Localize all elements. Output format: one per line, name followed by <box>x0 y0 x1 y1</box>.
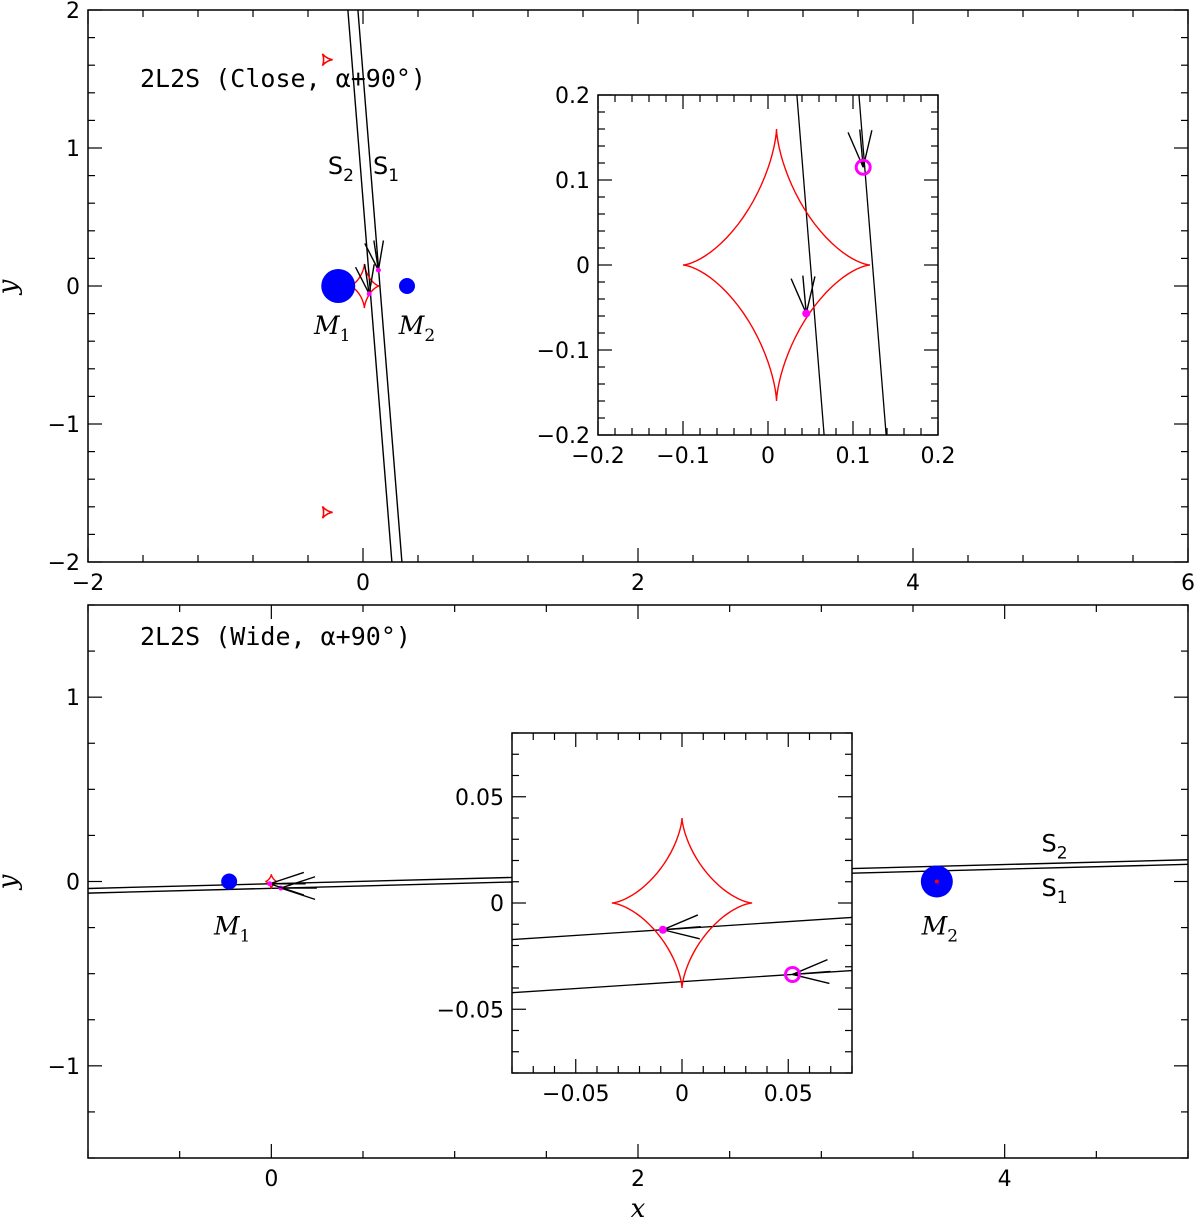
close-main-labels: M1 M2 S1 S2 <box>313 152 435 346</box>
close-inset-y-tick-label: −0.1 <box>537 339 590 364</box>
wide-main-y-tick-label: −1 <box>48 1055 80 1080</box>
close-trajectory-arrow <box>354 266 370 295</box>
close-main-x-tick-label: −2 <box>72 571 104 596</box>
close-main-x-tick-label: 2 <box>631 571 645 596</box>
wide-inset-plot-data <box>512 817 852 994</box>
close-lens-mass <box>399 278 415 294</box>
wide-trajectory-arrow <box>280 876 316 889</box>
wide-lens-label: M2 <box>921 912 958 947</box>
close-source-point <box>366 291 372 297</box>
close-inset-y-tick-label: −0.2 <box>537 424 590 449</box>
wide-y-axis-title: y <box>0 874 23 890</box>
close-lens-label: M2 <box>398 311 435 346</box>
wide-inset-source-ring <box>784 965 801 983</box>
close-trajectory-line <box>357 10 403 562</box>
close-planetary-caustic <box>321 53 333 67</box>
close-planetary-caustic <box>321 505 333 519</box>
close-inset-x-tick-label: 0.2 <box>921 444 956 469</box>
wide-main-y-tick-label: 0 <box>66 871 80 896</box>
wide-main-ticks: 0 2 4 −1 0 1 <box>48 604 1189 1192</box>
wide-panel: 0 2 4 −1 0 1 2L2S (Wide, α+90°) M1 M2 S1 S2 −0.0… <box>48 604 1189 1192</box>
close-trajectory-arrow <box>373 240 380 271</box>
wide-inset-central-caustic <box>611 817 753 989</box>
close-inset-ticks: −0.2 −0.1 0 0.1 0.2 −0.2 −0.1 0 0.1 0.2 <box>537 84 956 469</box>
wide-lens-mass <box>221 873 238 890</box>
wide-inset-trajectory-arrow <box>662 926 701 931</box>
wide-main-x-tick-label: 0 <box>264 1167 278 1192</box>
close-panel-title: 2L2S (Close, α+90°) <box>140 64 426 93</box>
wide-inset-x-tick-label: −0.05 <box>542 1082 609 1107</box>
wide-panel-title: 2L2S (Wide, α+90°) <box>140 622 411 651</box>
wide-main-y-tick-label: 1 <box>66 686 80 711</box>
close-main-plot-data <box>321 10 415 562</box>
close-inset-source-ring <box>854 158 872 176</box>
x-axis-title: x <box>631 1194 646 1219</box>
close-source-point <box>375 267 381 273</box>
wide-inset-trajectory-arrow <box>662 914 699 931</box>
wide-inset-x-tick-label: 0.05 <box>764 1082 813 1107</box>
close-trajectory-label: S2 <box>328 152 354 186</box>
close-inset-x-tick-label: −0.1 <box>656 444 709 469</box>
close-inset-x-tick-label: 0.1 <box>836 444 871 469</box>
wide-main-x-tick-label: 2 <box>631 1167 645 1192</box>
wide-inset-trajectory-arrow <box>662 929 700 940</box>
close-inset-x-tick-label: 0 <box>761 444 775 469</box>
wide-lens-label: M1 <box>213 912 250 947</box>
close-inset-y-tick-label: 0 <box>576 254 590 279</box>
close-inset-y-tick-label: 0.2 <box>555 84 590 109</box>
close-y-axis-title: y <box>0 279 23 295</box>
close-main-x-tick-label: 4 <box>906 571 920 596</box>
wide-inset-source-point <box>658 925 667 934</box>
close-main-y-tick-label: 0 <box>66 275 80 300</box>
close-panel: −2 0 2 4 6 −2 −1 0 1 2 2L2S (Close, α+90°) M1 M2 S1… <box>48 0 1195 596</box>
wide-source-point <box>267 881 273 887</box>
close-inset-trajectory-arrow <box>790 278 807 314</box>
close-inset-trajectory-line <box>858 95 887 435</box>
close-trajectory-arrow <box>377 240 385 271</box>
wide-planetary-caustic-dot <box>934 879 939 884</box>
close-lens-label: M1 <box>313 311 350 346</box>
close-trajectory-arrow <box>364 243 380 271</box>
close-main-y-tick-label: 2 <box>66 0 80 24</box>
close-main-y-tick-label: −1 <box>48 413 80 438</box>
wide-inset-background <box>512 733 852 1073</box>
close-main-y-tick-label: −2 <box>48 551 80 576</box>
wide-inset-y-tick-label: 0.05 <box>455 786 504 811</box>
close-lens-mass <box>321 269 356 303</box>
close-main-x-tick-label: 0 <box>356 571 370 596</box>
close-inset-source-point <box>802 309 811 318</box>
close-main-ticks: −2 0 2 4 6 −2 −1 0 1 2 <box>48 0 1195 596</box>
close-inset-trajectory-arrow <box>805 276 816 314</box>
wide-central-caustic <box>265 874 278 889</box>
close-main-x-tick-label: 6 <box>1181 571 1195 596</box>
close-main-y-tick-label: 1 <box>66 137 80 162</box>
wide-trajectory-arrow <box>269 871 305 885</box>
wide-inset-y-tick-label: −0.05 <box>437 998 504 1023</box>
wide-inset-x-tick-label: 0 <box>675 1082 689 1107</box>
close-inset-x-tick-label: −0.2 <box>571 444 624 469</box>
close-inset-y-tick-label: 0.1 <box>555 169 590 194</box>
close-inset-trajectory-arrow <box>802 275 807 314</box>
close-inset-plot-data <box>682 95 887 435</box>
wide-main-x-tick-label: 4 <box>998 1167 1012 1192</box>
close-inset-trajectory-line <box>796 95 825 435</box>
close-trajectory-arrow <box>363 264 370 294</box>
wide-trajectory-arrow <box>269 883 305 896</box>
wide-inset-y-tick-label: 0 <box>490 892 504 917</box>
close-inset-central-caustic <box>682 128 871 402</box>
wide-inset-ticks: −0.05 0 0.05 −0.05 0 0.05 <box>437 732 853 1107</box>
wide-trajectory-label: S2 <box>1041 829 1067 863</box>
close-trajectory-label: S1 <box>373 152 399 186</box>
close-trajectory-arrow <box>368 264 375 294</box>
close-inset-background <box>598 95 938 435</box>
wide-trajectory-label: S1 <box>1041 874 1067 908</box>
